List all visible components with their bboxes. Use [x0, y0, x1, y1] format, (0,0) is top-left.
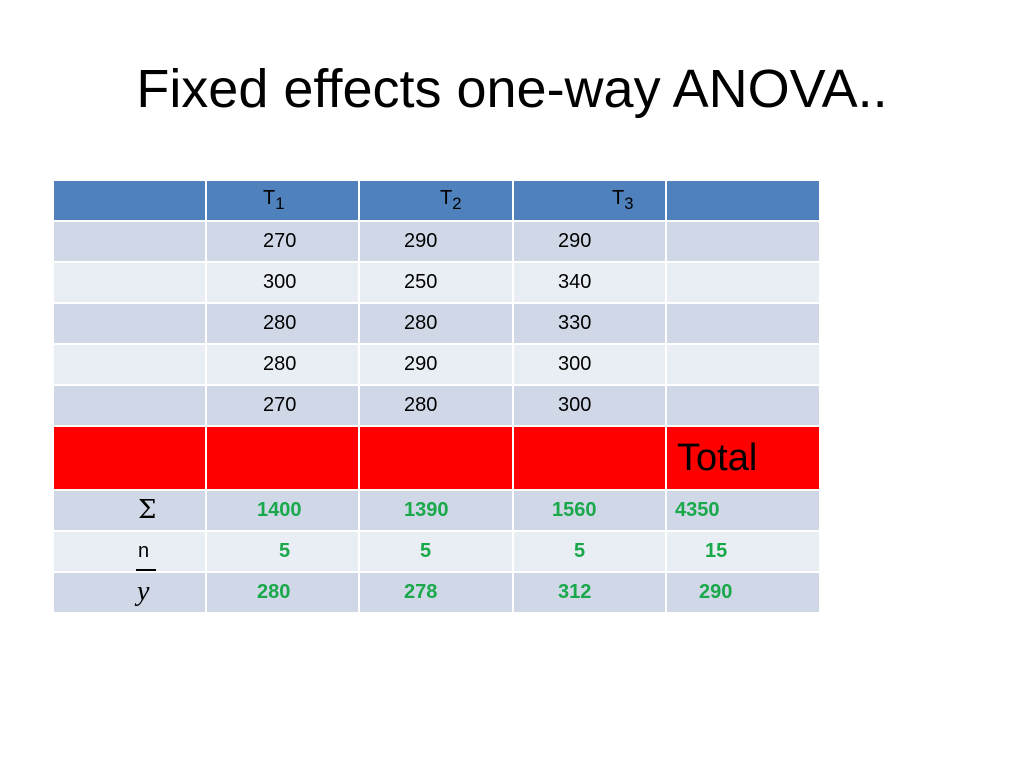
table-cell: 300: [512, 343, 667, 386]
table-cell: 270: [205, 384, 360, 427]
table-cell: 330: [512, 302, 667, 345]
row-label-cell: [52, 261, 207, 304]
header-cell-t2: T2: [358, 179, 514, 222]
sum-symbol-cell: Σ: [52, 489, 207, 532]
table-cell: 250: [358, 261, 514, 304]
table-header-row: T1 T2 T3: [52, 179, 821, 222]
header-cell-blank: [665, 179, 821, 222]
table-cell-empty: [665, 384, 821, 427]
n-row: n 5 5 5 15: [52, 530, 821, 573]
table-row: 270 290 290: [52, 220, 821, 263]
n-cell-t2: 5: [358, 530, 514, 573]
sum-cell-t1: 1400: [205, 489, 360, 532]
total-row-cell: [358, 425, 514, 491]
table-cell: 300: [205, 261, 360, 304]
total-row-cell: [52, 425, 207, 491]
row-label-cell: [52, 384, 207, 427]
mean-cell-t2: 278: [358, 571, 514, 614]
table-cell-empty: [665, 220, 821, 263]
sum-cell-total: 4350: [665, 489, 821, 532]
header-cell-t3: T3: [512, 179, 667, 222]
table-row: 280 290 300: [52, 343, 821, 386]
table-cell: 270: [205, 220, 360, 263]
row-label-cell: [52, 302, 207, 345]
table-row: 300 250 340: [52, 261, 821, 304]
n-cell-t1: 5: [205, 530, 360, 573]
sum-row: Σ 1400 1390 1560 4350: [52, 489, 821, 532]
mean-cell-total: 290: [665, 571, 821, 614]
total-label: Total: [665, 425, 821, 491]
table-cell: 290: [358, 343, 514, 386]
table-cell-empty: [665, 302, 821, 345]
sigma-symbol: Σ: [138, 495, 157, 525]
sum-cell-t2: 1390: [358, 489, 514, 532]
mean-row: y 280 278 312 290: [52, 569, 821, 614]
table-cell: 280: [358, 302, 514, 345]
mean-cell-t1: 280: [205, 571, 360, 614]
table-cell: 280: [358, 384, 514, 427]
mean-symbol: y: [137, 576, 150, 607]
mean-bar: [136, 569, 156, 571]
header-cell-empty: [52, 179, 207, 222]
total-row-cell: [205, 425, 360, 491]
table-row: 270 280 300: [52, 384, 821, 427]
total-row-cell: [512, 425, 667, 491]
mean-symbol-cell: y: [52, 569, 207, 614]
table-cell: 340: [512, 261, 667, 304]
n-cell-total: 15: [665, 530, 821, 573]
mean-cell-t3: 312: [512, 571, 667, 614]
table-cell-empty: [665, 261, 821, 304]
table-cell: 300: [512, 384, 667, 427]
table-cell-empty: [665, 343, 821, 386]
anova-table: T1 T2 T3 270 290 290 300 250 340 280 280…: [52, 179, 821, 614]
n-cell-t3: 5: [512, 530, 667, 573]
table-cell: 280: [205, 302, 360, 345]
n-symbol-cell: n: [52, 530, 207, 573]
row-label-cell: [52, 220, 207, 263]
table-cell: 280: [205, 343, 360, 386]
total-header-row: Total: [52, 425, 821, 491]
table-row: 280 280 330: [52, 302, 821, 345]
table-cell: 290: [358, 220, 514, 263]
row-label-cell: [52, 343, 207, 386]
header-cell-t1: T1: [205, 179, 360, 222]
slide-title: Fixed effects one-way ANOVA..: [136, 59, 888, 119]
n-symbol: n: [138, 540, 150, 562]
sum-cell-t3: 1560: [512, 489, 667, 532]
table-cell: 290: [512, 220, 667, 263]
